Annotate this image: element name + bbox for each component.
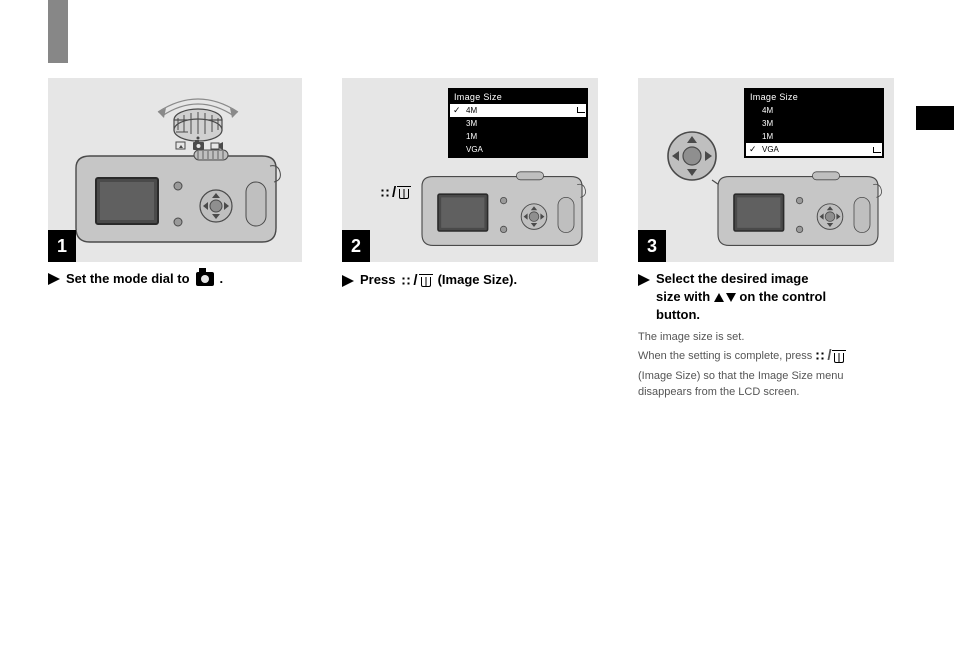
arrow-right-icon (638, 274, 650, 286)
page-top-tab (48, 0, 68, 63)
panel-row: 1 Image Size 4M 3M 1M VGA .p2 .popup .it… (48, 78, 894, 262)
note-line: disappears from the LCD screen. (638, 386, 799, 398)
caption-text: Press (360, 271, 395, 289)
popup-item: 1M (450, 130, 586, 143)
image-size-delete-icon: / (815, 345, 845, 368)
note-line: (Image Size) so that the Image Size menu (638, 370, 843, 382)
popup-title: Image Size (450, 90, 586, 104)
popup-item: 1M (746, 130, 882, 143)
popup-item: 4M (450, 104, 586, 117)
caption-row: Set the mode dial to . Press / (Image Si… (48, 270, 894, 401)
image-size-popup-2: Image Size 4M 3M 1M ✓ VGA (744, 88, 884, 158)
popup-item: VGA (450, 143, 586, 156)
image-size-icon (401, 276, 411, 286)
camera-icon (196, 272, 214, 286)
camera-back-illustration (710, 166, 886, 256)
image-size-popup-1: Image Size 4M 3M 1M VGA (448, 88, 588, 158)
popup-item: ✓ VGA (746, 143, 882, 156)
caption-2: Press / (Image Size). (342, 270, 598, 401)
note-line: The image size is set. (638, 331, 744, 343)
delete-icon (420, 274, 432, 287)
note-line: When the setting is complete, press (638, 350, 815, 362)
caption-1: Set the mode dial to . (48, 270, 302, 401)
caption-3: Select the desired image size with on th… (638, 270, 894, 401)
caption-text: . (220, 270, 224, 288)
popup-item: 3M (746, 117, 882, 130)
popup-title: Image Size (746, 90, 882, 104)
caption-text: on the control (739, 289, 826, 304)
image-size-delete-icon: / (380, 184, 410, 203)
delete-icon (833, 350, 845, 363)
popup-item: 3M (450, 117, 586, 130)
caption-text: (Image Size). (438, 271, 517, 289)
panel-step-3: Image Size 4M 3M 1M ✓ VGA (638, 78, 894, 262)
arrow-right-icon (48, 273, 60, 285)
caption-note: The image size is set. When the setting … (638, 329, 894, 401)
caption-text: Select the desired image (656, 271, 808, 286)
image-size-icon (380, 188, 390, 198)
image-size-delete-icon: / (401, 270, 431, 291)
caption-text: Set the mode dial to (66, 270, 190, 288)
camera-back-illustration (66, 144, 286, 254)
step-number-3: 3 (638, 230, 666, 262)
arrow-right-icon (342, 275, 354, 287)
popup-item: 4M (746, 104, 882, 117)
popup-item-label: VGA (762, 145, 779, 154)
panel-step-1: 1 (48, 78, 302, 262)
caption-text: size with (656, 289, 714, 304)
step-number-1: 1 (48, 230, 76, 262)
image-size-icon (815, 351, 825, 361)
up-down-icon (714, 293, 736, 302)
step-number-2: 2 (342, 230, 370, 262)
page-side-tab (916, 106, 954, 130)
delete-icon (398, 186, 410, 199)
camera-back-illustration (414, 166, 590, 256)
panel-step-2: Image Size 4M 3M 1M VGA .p2 .popup .item… (342, 78, 598, 262)
caption-text: button. (656, 307, 700, 322)
